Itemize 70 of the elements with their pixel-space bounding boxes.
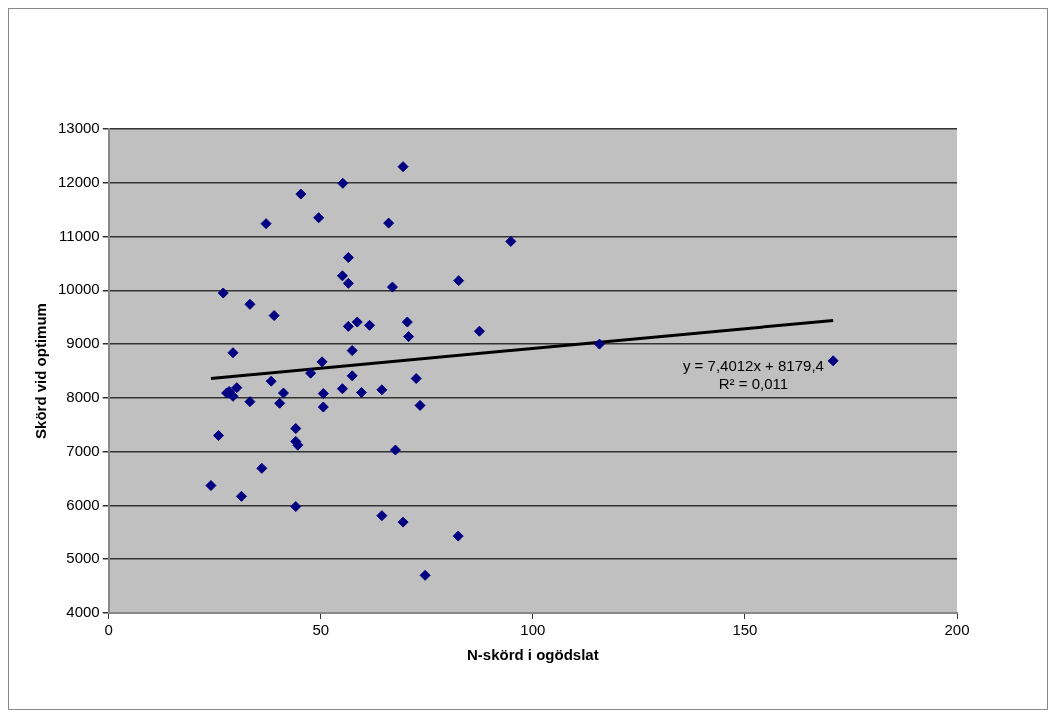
point [419, 569, 431, 581]
point [295, 188, 307, 200]
point [305, 367, 317, 379]
y-axis-title: Skörd vid optimum [32, 303, 50, 439]
y-tick-label: 11000 [59, 226, 100, 244]
point [364, 319, 376, 331]
point [827, 355, 839, 367]
point [505, 235, 517, 247]
y-tick-label: 8000 [66, 388, 100, 406]
point [290, 501, 302, 513]
point [260, 218, 272, 230]
x-tick-label: 0 [104, 621, 113, 639]
y-tick-label: 9000 [66, 334, 100, 352]
point [452, 530, 464, 542]
x-tick-label: 100 [520, 621, 546, 639]
y-tick-label: 4000 [66, 603, 100, 621]
point [244, 396, 256, 408]
y-tick-label: 12000 [57, 172, 100, 190]
point [336, 383, 348, 395]
point [397, 161, 409, 173]
x-tick-label: 150 [732, 621, 758, 639]
point [351, 316, 363, 328]
point [265, 375, 277, 387]
point [453, 275, 465, 287]
y-tick-label: 6000 [66, 495, 100, 513]
y-tick-label: 13000 [57, 119, 100, 137]
point [268, 310, 280, 322]
point [376, 510, 388, 522]
x-axis-title: N-skörd i ogödslat [467, 646, 599, 664]
point [397, 516, 409, 528]
x-tick-label: 200 [944, 621, 970, 639]
point [277, 387, 289, 399]
point [593, 338, 605, 350]
point [410, 373, 422, 385]
point [336, 270, 348, 282]
point [217, 287, 229, 299]
point [205, 480, 217, 492]
point [235, 490, 247, 502]
y-tick-label: 10000 [57, 280, 100, 298]
point [403, 331, 415, 343]
y-tick-label: 7000 [66, 441, 100, 459]
x-tick-label: 50 [312, 621, 330, 639]
point [244, 298, 256, 310]
point [227, 347, 239, 359]
point [316, 356, 328, 368]
point [401, 316, 413, 328]
point [346, 370, 358, 382]
point [337, 177, 349, 189]
point [389, 444, 401, 456]
point [414, 399, 426, 411]
point [356, 387, 367, 399]
point [290, 423, 302, 435]
point [473, 325, 485, 337]
point [213, 430, 225, 442]
annotation: R² = 0,011 [718, 375, 789, 392]
y-tick-label: 5000 [66, 549, 100, 567]
point [383, 217, 395, 229]
point [274, 397, 286, 409]
point [313, 212, 325, 224]
point [317, 401, 329, 413]
point [386, 281, 398, 293]
point [256, 462, 268, 474]
point [342, 252, 354, 264]
point [231, 382, 243, 394]
point [317, 388, 329, 400]
point [342, 277, 354, 289]
point [376, 384, 388, 396]
point [342, 320, 354, 332]
point [346, 345, 358, 357]
annotation: y = 7,4012x + 8179,4 [682, 357, 824, 374]
